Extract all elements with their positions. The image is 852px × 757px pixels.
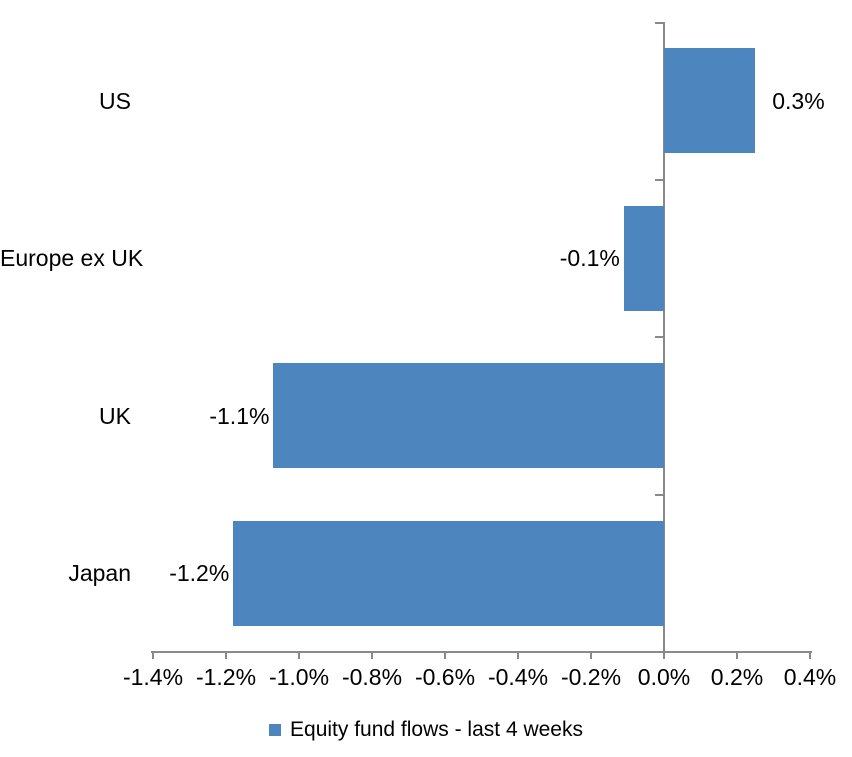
x-axis-line <box>151 651 812 653</box>
data-label-japan: -1.2% <box>169 560 230 587</box>
category-axis-tick <box>655 493 664 496</box>
category-axis-tick <box>655 178 664 181</box>
x-tick-label-2: -1.0% <box>268 664 330 690</box>
bar-us <box>664 48 756 154</box>
bar-europe-ex-uk <box>623 205 664 311</box>
x-tick-label-4: -0.6% <box>414 664 476 690</box>
data-label-europe-ex-uk: -0.1% <box>559 245 620 272</box>
legend: Equity fund flows - last 4 weeks <box>0 716 852 744</box>
x-tick-label-6: -0.2% <box>560 664 622 690</box>
category-axis-tick <box>655 22 664 24</box>
x-tick-label-3: -0.8% <box>341 664 403 690</box>
x-axis-tick <box>809 652 811 659</box>
x-tick-label-1: -1.2% <box>195 664 257 690</box>
x-tick-label-7: 0.0% <box>637 664 691 690</box>
x-axis-tick <box>152 652 154 659</box>
legend-label: Equity fund flows - last 4 weeks <box>290 718 583 741</box>
x-axis-tick <box>371 652 373 659</box>
bar-uk <box>273 363 664 469</box>
x-axis-tick <box>517 652 519 659</box>
x-axis-tick <box>225 652 227 659</box>
x-axis-tick <box>590 652 592 659</box>
x-tick-label-9: 0.4% <box>783 664 837 690</box>
bar-japan <box>233 520 664 626</box>
data-label-us: 0.3% <box>772 87 825 114</box>
category-label-uk: UK <box>99 402 131 429</box>
zero-axis-line <box>663 22 665 652</box>
x-tick-label-5: -0.4% <box>487 664 549 690</box>
x-axis-tick <box>736 652 738 659</box>
category-axis-tick <box>655 336 664 338</box>
x-axis-tick <box>298 652 300 659</box>
x-tick-label-8: 0.2% <box>710 664 764 690</box>
legend-swatch-icon <box>269 724 282 736</box>
category-label-europe-ex-uk: Europe ex UK <box>0 245 144 272</box>
data-label-uk: -1.1% <box>209 402 270 429</box>
category-label-us: US <box>99 87 131 114</box>
x-axis-tick <box>444 652 446 659</box>
x-tick-label-0: -1.4% <box>122 664 184 690</box>
x-axis-tick <box>663 652 665 659</box>
category-label-japan: Japan <box>68 560 131 587</box>
